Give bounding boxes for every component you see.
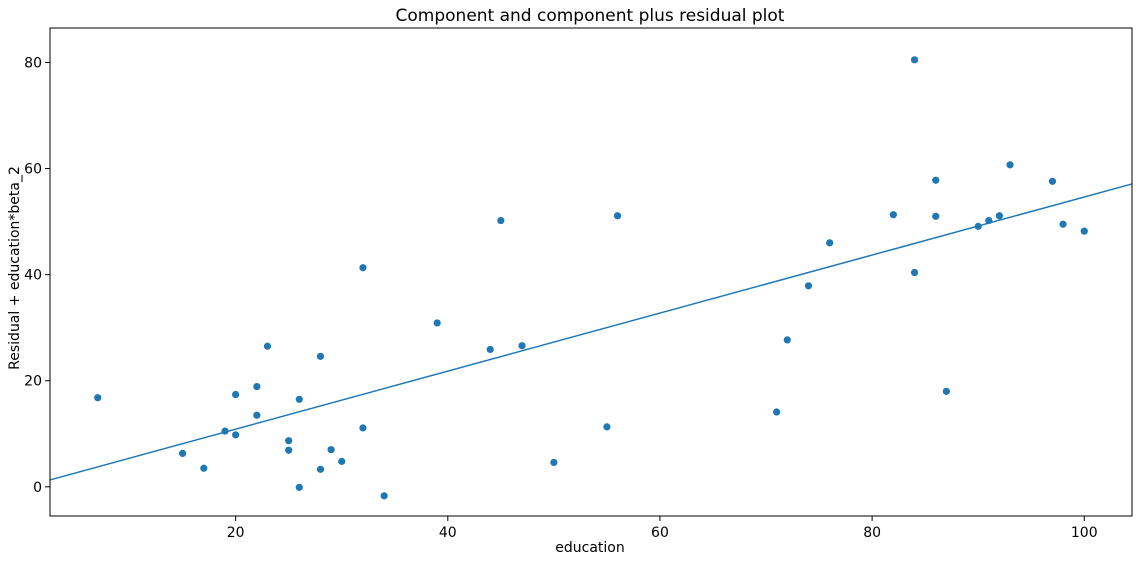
scatter-point bbox=[295, 483, 303, 491]
chart-title: Component and component plus residual pl… bbox=[396, 6, 785, 26]
scatter-point bbox=[327, 446, 335, 454]
scatter-point bbox=[932, 176, 940, 184]
scatter-point bbox=[1080, 227, 1088, 235]
scatter-point bbox=[232, 431, 240, 439]
scatter-point bbox=[178, 449, 187, 458]
regression-line-layer bbox=[49, 183, 1133, 481]
scatter-point bbox=[1048, 177, 1057, 185]
scatter-point bbox=[942, 387, 950, 395]
scatter-point bbox=[253, 382, 261, 391]
scatter-point bbox=[285, 446, 293, 454]
y-tick-label: 60 bbox=[24, 162, 42, 178]
scatter-point bbox=[200, 464, 208, 472]
x-tick-label: 100 bbox=[1071, 525, 1098, 541]
scatter-point bbox=[285, 437, 293, 445]
scatter-point bbox=[603, 423, 611, 431]
scatter-point bbox=[910, 56, 919, 64]
scatter-point bbox=[995, 212, 1004, 220]
scatter-point bbox=[910, 268, 919, 277]
y-tick-label: 20 bbox=[24, 374, 42, 390]
y-axis-label: Residual + education*beta_2 bbox=[7, 166, 23, 370]
y-tick-label: 0 bbox=[33, 480, 42, 496]
y-tick-label: 40 bbox=[24, 268, 42, 284]
x-tick-label: 40 bbox=[439, 525, 457, 541]
scatter-point bbox=[359, 264, 367, 272]
scatter-point bbox=[613, 212, 622, 220]
x-axis-label: education bbox=[555, 540, 624, 556]
scatter-point bbox=[1059, 220, 1067, 228]
scatter-point bbox=[316, 465, 325, 473]
scatter-point bbox=[1006, 161, 1014, 169]
scatter-point bbox=[295, 395, 303, 403]
regression-line bbox=[49, 183, 1133, 481]
scatter-point bbox=[826, 239, 834, 247]
scatter-point bbox=[94, 394, 102, 402]
plot-frame bbox=[49, 27, 1133, 517]
scatter-point bbox=[316, 352, 325, 360]
scatter-point bbox=[263, 342, 272, 350]
scatter-point bbox=[773, 408, 781, 416]
scatter-point bbox=[804, 282, 813, 290]
x-tick-label: 20 bbox=[227, 525, 245, 541]
scatter-point bbox=[359, 424, 367, 432]
scatter-point bbox=[486, 345, 494, 354]
scatter-point bbox=[497, 216, 505, 225]
x-tick-label: 80 bbox=[863, 525, 881, 541]
scatter-point bbox=[783, 336, 791, 344]
scatter-point bbox=[985, 216, 993, 225]
scatter-point bbox=[433, 319, 441, 327]
scatter-point bbox=[932, 212, 940, 220]
axis-ticks: 20 40 60 80 100 0 20 40 60 80 bbox=[24, 55, 1097, 541]
scatter-point bbox=[550, 458, 558, 467]
scatter-point bbox=[221, 427, 229, 435]
scatter-point bbox=[232, 390, 240, 399]
scatter-point bbox=[889, 211, 897, 219]
scatter-point bbox=[380, 492, 388, 500]
scatter-point bbox=[518, 342, 526, 350]
scatter-point bbox=[253, 411, 261, 419]
scatter-point bbox=[974, 222, 982, 230]
x-tick-label: 60 bbox=[651, 525, 669, 541]
scatter-point bbox=[338, 457, 346, 465]
y-tick-label: 80 bbox=[24, 55, 42, 71]
data-points bbox=[94, 56, 1088, 500]
